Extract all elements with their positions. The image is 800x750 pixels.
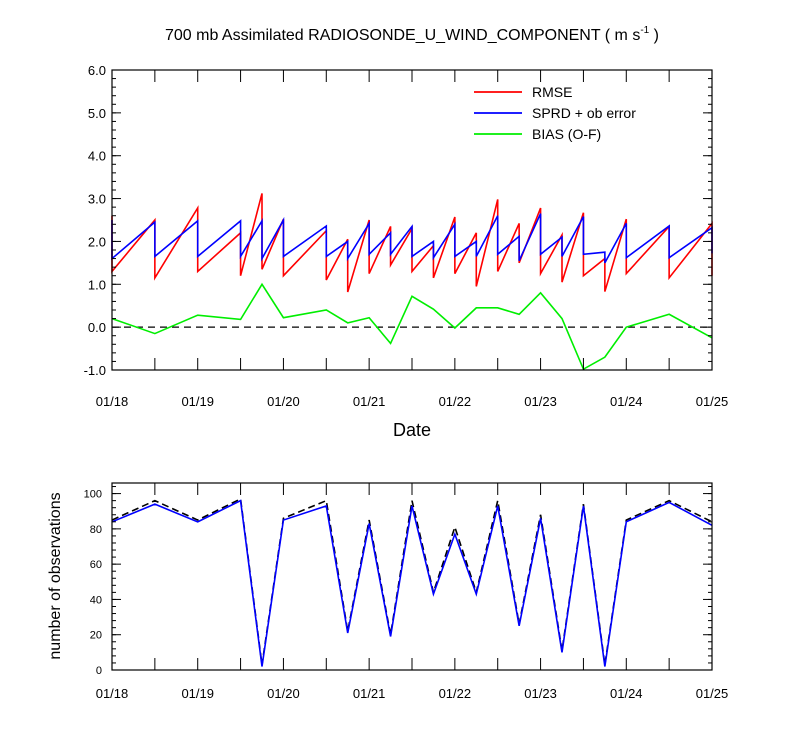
legend-label: SPRD + ob error xyxy=(532,105,636,121)
possible-obs-line xyxy=(111,497,713,665)
x-tick-label: 01/21 xyxy=(353,686,386,701)
x-tick-label: 01/22 xyxy=(439,686,472,701)
x-tick-label: 01/20 xyxy=(267,394,300,409)
y-tick-label: 6.0 xyxy=(88,63,106,78)
chart-frame xyxy=(111,482,713,671)
y-tick-label: 80 xyxy=(90,524,102,536)
y-tick-label: 4.0 xyxy=(88,149,106,164)
x-tick-label: 01/24 xyxy=(610,394,643,409)
x-tick-label: 01/19 xyxy=(181,394,214,409)
chart-title: 700 mb Assimilated RADIOSONDE_U_WIND_COM… xyxy=(165,25,659,44)
x-tick-label: 01/22 xyxy=(439,394,472,409)
x-tick-label: 01/25 xyxy=(696,686,729,701)
y-tick-label: -1.0 xyxy=(84,363,106,378)
legend-label: RMSE xyxy=(532,84,572,100)
x-tick-label: 01/21 xyxy=(353,394,386,409)
x-tick-label: 01/23 xyxy=(524,686,557,701)
x-tick-label: 01/20 xyxy=(267,686,300,701)
y-tick-label: 60 xyxy=(90,559,102,571)
y-tick-label: 40 xyxy=(90,594,102,606)
legend-label: BIAS (O-F) xyxy=(532,126,601,142)
x-tick-label: 01/18 xyxy=(96,394,129,409)
y-tick-label: 20 xyxy=(90,630,102,642)
x-tick-label: 01/23 xyxy=(524,394,557,409)
x-tick-label: 01/25 xyxy=(696,394,729,409)
y-axis-label: number of observations xyxy=(47,492,64,659)
used-obs-line xyxy=(111,499,713,667)
legend: RMSE SPRD + ob error BIAS (O-F) xyxy=(474,84,636,142)
rmse-spread-bias-chart: 700 mb Assimilated RADIOSONDE_U_WIND_COM… xyxy=(84,25,729,440)
y-tick-label: 3.0 xyxy=(88,192,106,207)
bias-series-line xyxy=(111,282,713,371)
x-tick-label: 01/24 xyxy=(610,686,643,701)
spread-series-line xyxy=(111,213,713,264)
y-tick-label: 100 xyxy=(84,489,102,501)
chart-frame xyxy=(111,69,713,371)
y-tick-label: 2.0 xyxy=(88,234,106,249)
observation-count-chart: 0 20 40 60 80 100 01/18 01/19 01/20 01/21 01/22 01/… xyxy=(47,482,729,701)
x-tick-label: 01/19 xyxy=(181,686,214,701)
y-tick-label: 0.0 xyxy=(88,320,106,335)
y-tick-label: 1.0 xyxy=(88,277,106,292)
y-tick-label: 5.0 xyxy=(88,106,106,121)
x-tick-label: 01/18 xyxy=(96,686,129,701)
y-tick-label: 0 xyxy=(96,665,102,677)
x-axis-label: Date xyxy=(393,420,431,440)
rmse-series-line xyxy=(111,193,713,293)
